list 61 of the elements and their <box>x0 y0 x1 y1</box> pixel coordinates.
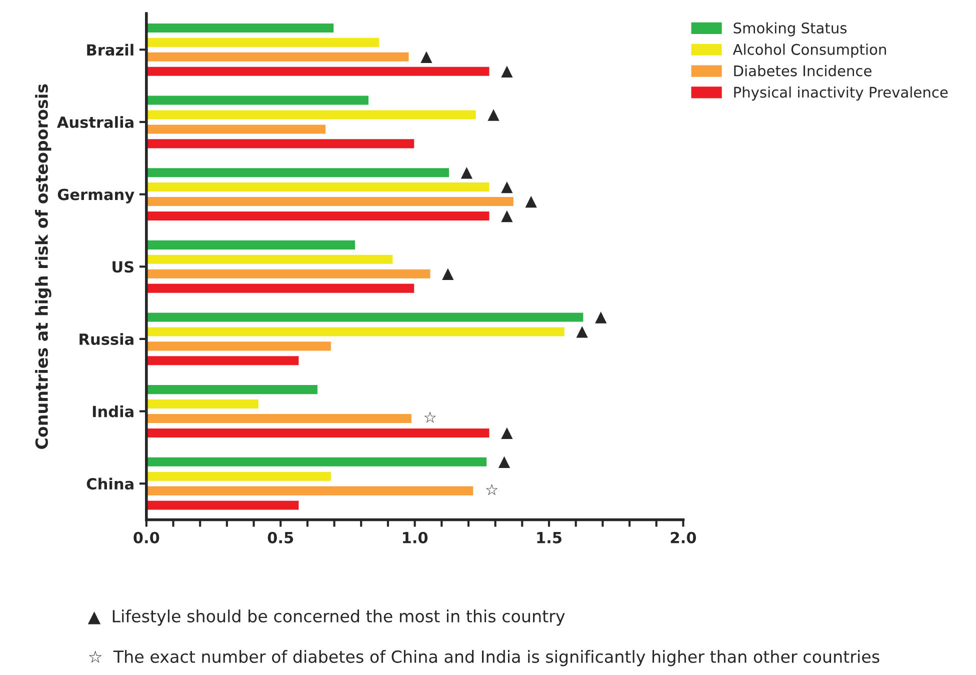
y-tick-label: India <box>92 405 134 418</box>
bar <box>146 65 491 78</box>
data-label: ▲ <box>501 181 513 194</box>
bar <box>146 123 327 136</box>
data-label: ▲ <box>576 326 588 338</box>
bar <box>146 311 585 324</box>
y-tick-label: Brazil <box>87 44 134 56</box>
bar <box>146 268 432 280</box>
data-label: ▲ <box>525 196 537 208</box>
x-tick-label: 1.0 <box>402 532 428 544</box>
bar <box>146 138 416 150</box>
data-label: ▲ <box>501 66 513 78</box>
data-label: ▲ <box>420 51 432 63</box>
bar <box>146 427 491 439</box>
bar <box>146 282 416 294</box>
bar <box>146 94 370 106</box>
bar <box>146 50 410 63</box>
bar <box>146 340 332 352</box>
data-label: ▲ <box>501 210 513 222</box>
bar <box>146 253 394 266</box>
bar <box>146 22 335 34</box>
x-tick-label: 0.5 <box>268 532 294 544</box>
bar <box>146 210 491 222</box>
bar <box>146 354 300 367</box>
bar <box>146 499 300 512</box>
data-label: ▲ <box>498 456 510 468</box>
bar <box>146 166 450 179</box>
bar <box>146 36 381 48</box>
text: ☆ The exact number of diabetes of China and India is significantly higher than other countries <box>88 650 880 666</box>
bar <box>146 398 260 410</box>
y-tick-label: Russia <box>80 333 134 345</box>
legend-label: Alcohol Consumption <box>732 44 886 58</box>
y-tick-label: China <box>86 478 134 490</box>
bar <box>146 412 413 424</box>
y-tick-label: US <box>112 261 134 273</box>
legend-label: Diabetes Incidence <box>734 65 872 76</box>
data-label: ▲ <box>488 109 500 121</box>
data-label: ☆ <box>424 412 436 423</box>
y-tick-label: Germany <box>58 188 134 204</box>
legend-label: Smoking Status <box>734 22 847 36</box>
bar <box>146 326 566 338</box>
bar <box>146 456 488 468</box>
data-label: ▲ <box>595 312 607 324</box>
text: ▲ Lifestyle should be concerned the most in this country <box>88 610 565 626</box>
y-axis-title: Conuntries at high risk of osteoporosis <box>35 84 52 449</box>
legend-label: Physical inactivity Prevalence <box>734 86 948 101</box>
data-label: ▲ <box>460 167 473 179</box>
x-tick-label: 0.0 <box>134 532 160 544</box>
bar <box>146 470 332 482</box>
bar <box>146 108 478 121</box>
bar <box>146 384 319 396</box>
data-label: ☆ <box>486 484 498 496</box>
bar <box>146 181 491 193</box>
x-tick-label: 2.0 <box>670 532 696 544</box>
y-tick-label: Australia <box>56 116 134 128</box>
x-tick-label: 1.5 <box>537 532 562 544</box>
data-label: ▲ <box>501 427 513 440</box>
bar <box>146 196 515 208</box>
bar <box>146 239 356 251</box>
data-label: ▲ <box>442 268 454 280</box>
bar <box>146 484 475 497</box>
